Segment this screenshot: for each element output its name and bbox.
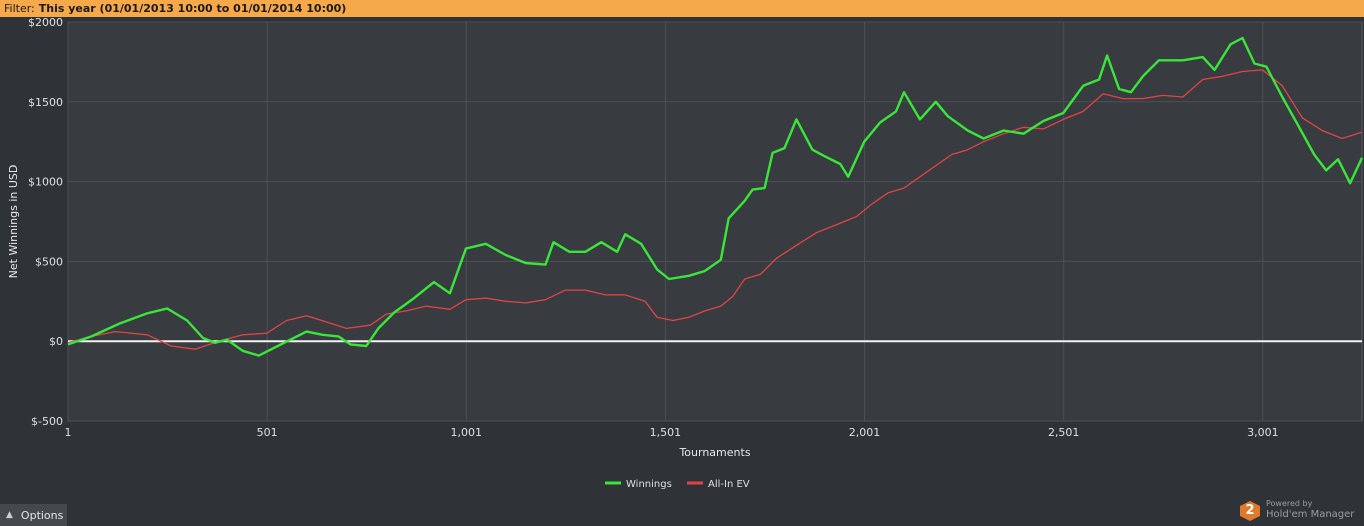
options-button[interactable]: ▲ Options (0, 504, 67, 526)
x-tick-label: 1,501 (650, 426, 682, 439)
y-tick-label: $0 (49, 335, 63, 348)
powered-by-name: Hold'em Manager (1266, 509, 1355, 520)
legend-label: Winnings (626, 479, 672, 490)
filter-value[interactable]: This year (01/01/2013 10:00 to 01/01/201… (38, 2, 347, 15)
series-line-all-in-ev (67, 69, 1363, 350)
x-axis-title: Tournaments (678, 446, 750, 459)
y-tick-label: $1000 (28, 176, 63, 189)
powered-by-text: Powered by (1266, 499, 1313, 508)
y-tick-label: $1500 (28, 96, 63, 109)
y-axis-title: Net Winnings in USD (7, 165, 20, 279)
powered-by-badge: 2 Powered by Hold'em Manager (1238, 498, 1364, 526)
x-tick-label: 3,001 (1247, 426, 1279, 439)
y-tick-label: $500 (35, 255, 63, 268)
x-tick-label: 501 (257, 426, 278, 439)
winnings-chart: $-500 $0 $500 $1000 $1500 $2000 1 501 1,001 1,501… (7, 17, 1364, 490)
x-tick-label: 2,001 (849, 426, 881, 439)
x-tick-label: 2,501 (1048, 426, 1080, 439)
filter-label: Filter: (4, 2, 35, 15)
chevron-up-icon: ▲ (6, 510, 13, 520)
x-tick-label: 1 (65, 426, 72, 439)
options-label: Options (20, 508, 64, 522)
y-tick-label: $-500 (31, 415, 63, 428)
legend: Winnings All-In EV (605, 479, 750, 490)
plot-area (67, 21, 1363, 422)
x-tick-label: 1,001 (451, 426, 483, 439)
filter-bar: Filter: This year (01/01/2013 10:00 to 01… (0, 0, 1364, 17)
holdem-manager-logo-icon: 2 (1240, 501, 1260, 521)
legend-label: All-In EV (708, 479, 750, 490)
y-tick-label: $2000 (28, 17, 63, 29)
series-line-winnings (67, 36, 1364, 357)
